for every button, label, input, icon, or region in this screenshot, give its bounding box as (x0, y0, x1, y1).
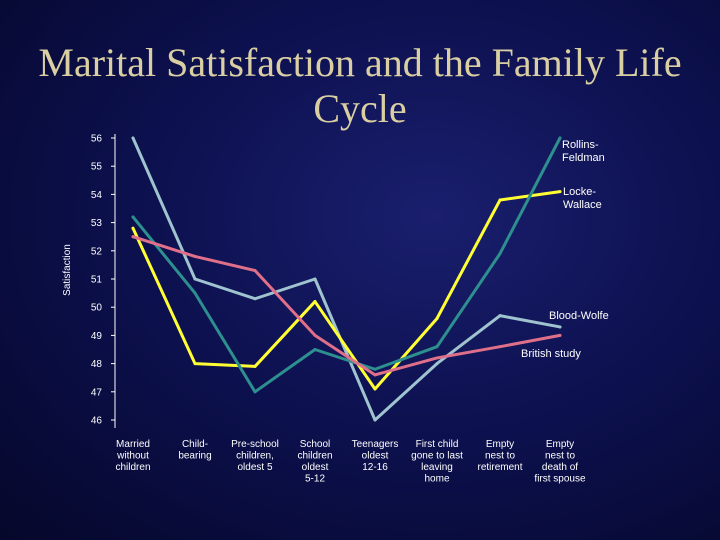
series-point (558, 190, 562, 194)
x-category-label: Married without children (115, 439, 150, 473)
y-tick-label: 55 (91, 162, 103, 173)
y-tick-label: 52 (91, 246, 103, 257)
series-point (498, 252, 502, 256)
series-label: Blood-Wolfe (549, 310, 609, 322)
series-point (313, 300, 317, 304)
series-point (373, 367, 377, 371)
chart-title: Marital Satisfaction and the Family Life… (38, 40, 682, 131)
series-point (558, 325, 562, 329)
x-category-label: School children oldest 5-12 (297, 439, 332, 485)
series-point (435, 345, 439, 349)
x-category-label: Child-bearing (178, 439, 211, 462)
series-point (313, 333, 317, 337)
series-point (558, 333, 562, 337)
series-point (435, 362, 439, 366)
axis-layer: 56 55 54 53 52 51 50 49 48 47 46 Satisfaction Marrie… (62, 134, 586, 485)
series-label: Rollins-Feldman (562, 139, 605, 164)
series-point (131, 226, 135, 230)
series-line (131, 190, 562, 391)
series-point (253, 364, 257, 368)
series-point (373, 387, 377, 391)
series-point (498, 198, 502, 202)
series-point (131, 215, 135, 219)
series-point (498, 314, 502, 318)
series-point (131, 235, 135, 239)
x-category-label: Teenagers oldest 12-16 (352, 439, 399, 473)
series-line (131, 136, 562, 394)
y-tick-label: 49 (91, 331, 103, 342)
y-tick-label: 48 (91, 359, 103, 370)
series-label: Locke-Wallace (563, 186, 602, 211)
y-tick-label: 46 (91, 416, 103, 427)
x-category-label: Pre-school children, oldest 5 (231, 439, 279, 473)
series-point (435, 316, 439, 320)
series-point (193, 277, 197, 281)
y-tick-label: 51 (91, 275, 103, 286)
series-line (131, 235, 562, 377)
series-point (313, 277, 317, 281)
y-tick-label: 47 (91, 387, 103, 398)
series-point (558, 136, 562, 140)
series-point (373, 418, 377, 422)
x-category-label: Empty nest to retirement (477, 439, 522, 473)
y-axis-title: Satisfaction (62, 244, 73, 296)
series-point (373, 373, 377, 377)
series-point (435, 356, 439, 360)
series-point (193, 362, 197, 366)
series-point (253, 297, 257, 301)
y-tick-label: 53 (91, 218, 103, 229)
series-point (193, 254, 197, 258)
x-category-label: Empty nest to death of first spouse (534, 439, 586, 485)
series-point (253, 269, 257, 273)
x-category-label: First child gone to last leaving home (411, 439, 463, 485)
series-point (193, 291, 197, 295)
series-point (313, 348, 317, 351)
y-tick-label: 50 (91, 303, 103, 314)
y-tick-label: 56 (91, 134, 103, 145)
series-layer (131, 136, 562, 422)
series-point (131, 136, 135, 140)
series-point (253, 390, 257, 394)
series-point (498, 345, 502, 349)
y-tick-label: 54 (91, 190, 103, 201)
series-line (131, 136, 562, 422)
label-layer: Rollins-Feldman Locke-Wallace Blood-Wolfe B… (521, 139, 609, 360)
series-label: British study (521, 348, 581, 360)
